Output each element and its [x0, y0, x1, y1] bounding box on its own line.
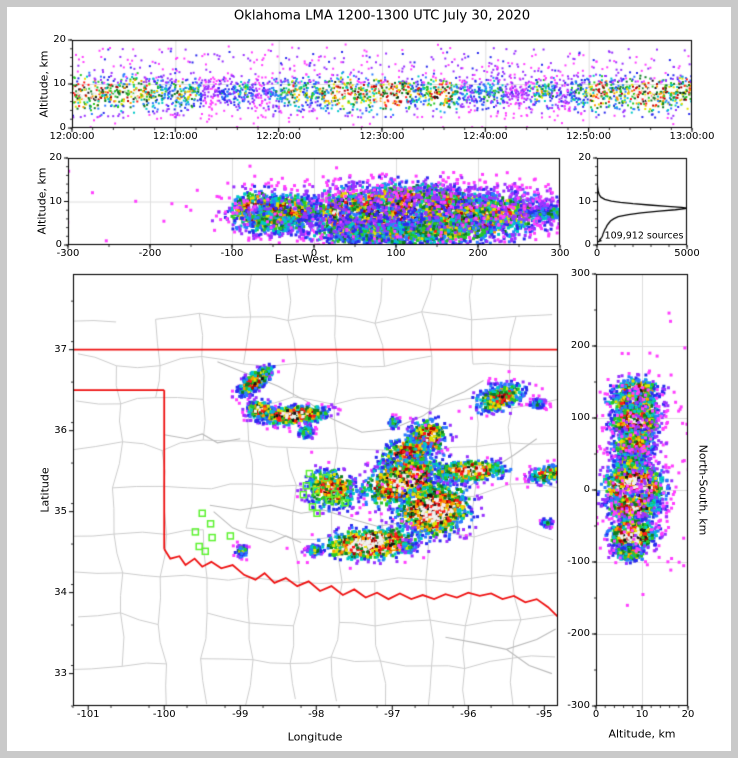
- y-tick-label: 37: [54, 343, 67, 355]
- x-tick-label: -300: [56, 248, 80, 259]
- y-tick-label: -300: [567, 700, 590, 711]
- source-count-annotation: 109,912 sources: [604, 230, 684, 242]
- x-tick-label: 12:00:00: [49, 131, 95, 142]
- x-tick-label: 12:10:00: [152, 131, 198, 142]
- y-tick-label: 0: [583, 484, 590, 495]
- x-tick-label: 12:20:00: [256, 131, 302, 142]
- y-tick-label: 20: [53, 34, 66, 45]
- x-tick-label: -200: [138, 248, 162, 259]
- x-tick-label: -101: [76, 709, 100, 720]
- x-tick-label: 100: [386, 248, 406, 259]
- x-tick-label: -98: [308, 709, 325, 720]
- x-tick-label: 10: [635, 709, 649, 720]
- y-tick-label: 300: [570, 268, 590, 279]
- ns-height-xlabel: Altitude, km: [608, 727, 676, 741]
- y-tick-label: 34: [54, 586, 67, 598]
- ns-height-ylabel: North-South, km: [696, 444, 710, 536]
- x-tick-label: -100: [152, 709, 176, 720]
- x-tick-label: 12:40:00: [462, 131, 508, 142]
- x-tick-label: -99: [232, 709, 249, 720]
- plan-view-map-canvas: [59, 260, 572, 720]
- x-tick-label: 12:50:00: [566, 131, 612, 142]
- y-tick-label: 20: [578, 152, 591, 163]
- x-tick-label: 300: [550, 248, 570, 259]
- x-tick-label: -97: [384, 709, 401, 720]
- time-height-panel-canvas: [58, 26, 706, 142]
- x-tick-label: 13:00:00: [669, 131, 715, 142]
- x-tick-label: 0: [310, 248, 318, 259]
- x-tick-label: 0: [592, 709, 600, 720]
- x-tick-label: 200: [468, 248, 488, 259]
- map-xlabel: Longitude: [287, 730, 343, 744]
- ew-height-xlabel: East-West, km: [274, 252, 354, 266]
- x-tick-label: -96: [460, 709, 477, 720]
- y-tick-label: 0: [584, 239, 591, 250]
- x-tick-label: 0: [593, 248, 601, 259]
- y-tick-label: -100: [567, 556, 590, 567]
- y-tick-label: 10: [53, 78, 66, 89]
- y-tick-label: 33: [54, 667, 67, 679]
- figure-title: Oklahoma LMA 1200-1300 UTC July 30, 2020: [233, 8, 531, 24]
- altitude-histogram-panel-canvas: [583, 144, 701, 259]
- x-tick-label: 12:30:00: [359, 131, 405, 142]
- north-south-height-panel-canvas: [582, 260, 702, 720]
- y-tick-label: 36: [54, 424, 67, 436]
- y-tick-label: 0: [59, 122, 66, 133]
- y-tick-label: 35: [54, 505, 67, 517]
- x-tick-label: -95: [536, 709, 553, 720]
- y-tick-label: 200: [570, 340, 590, 351]
- x-tick-label: 5000: [674, 248, 700, 259]
- y-tick-label: 100: [570, 412, 590, 423]
- x-tick-label: -100: [220, 248, 244, 259]
- y-tick-label: -200: [567, 628, 590, 639]
- y-tick-label: 0: [55, 239, 62, 250]
- east-west-height-panel-canvas: [54, 144, 574, 259]
- y-tick-label: 10: [49, 195, 62, 207]
- y-tick-label: 20: [49, 152, 62, 163]
- y-tick-label: 10: [578, 195, 591, 207]
- x-tick-label: 20: [681, 709, 695, 720]
